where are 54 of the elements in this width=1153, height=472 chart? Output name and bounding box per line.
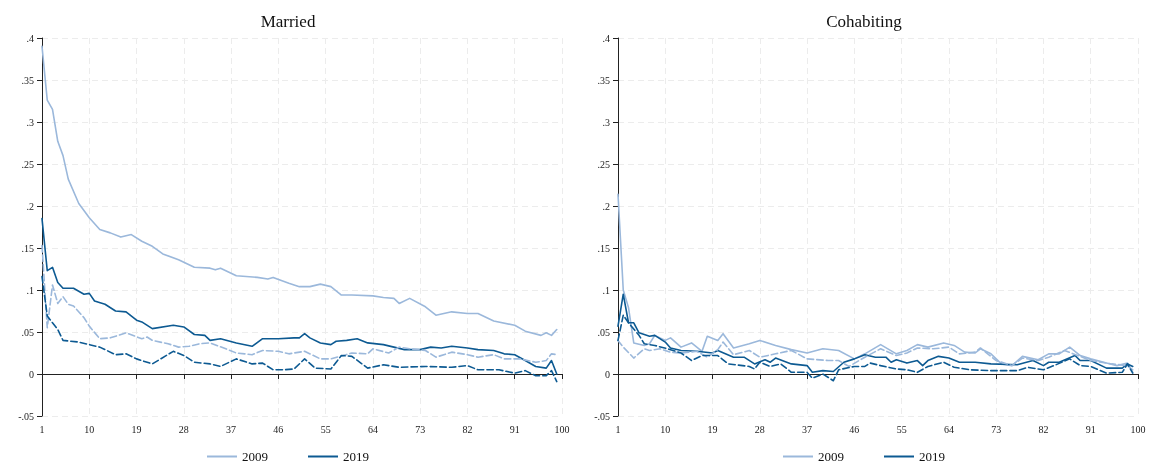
y-tick-label: .25 bbox=[597, 158, 610, 170]
x-tick-label: 91 bbox=[1085, 423, 1096, 435]
x-tick-label: 1 bbox=[39, 423, 45, 435]
y-tick-label: .3 bbox=[602, 116, 610, 128]
chart-title: Married bbox=[260, 12, 316, 31]
y-tick-label: -.05 bbox=[594, 410, 610, 422]
x-tick-label: 19 bbox=[131, 423, 142, 435]
x-tick-label: 100 bbox=[1130, 423, 1146, 435]
x-tick-label: 73 bbox=[415, 423, 426, 435]
legend-label: 2019 bbox=[343, 449, 369, 464]
line-series bbox=[41, 45, 558, 337]
y-tick-label: .3 bbox=[26, 116, 34, 128]
x-tick-label: 37 bbox=[226, 423, 237, 435]
x-tick-label: 55 bbox=[320, 423, 331, 435]
x-tick-label: 100 bbox=[554, 423, 570, 435]
y-tick-label: .05 bbox=[597, 326, 610, 338]
x-tick-label: 10 bbox=[84, 423, 95, 435]
y-tick-label: .35 bbox=[597, 74, 610, 86]
line-series bbox=[41, 275, 558, 383]
x-tick-label: 73 bbox=[991, 423, 1002, 435]
y-tick-label: .35 bbox=[21, 74, 34, 86]
y-tick-label: .2 bbox=[602, 200, 610, 212]
x-tick-label: 55 bbox=[896, 423, 907, 435]
y-tick-label: 0 bbox=[29, 368, 34, 380]
line-series bbox=[41, 217, 558, 375]
y-tick-label: .1 bbox=[26, 284, 34, 296]
y-tick-label: .15 bbox=[21, 242, 34, 254]
x-tick-label: 64 bbox=[367, 423, 378, 435]
x-tick-label: 37 bbox=[802, 423, 813, 435]
x-tick-label: 46 bbox=[273, 423, 284, 435]
y-tick-label: .15 bbox=[597, 242, 610, 254]
x-tick-label: 28 bbox=[178, 423, 189, 435]
legend-label: 2009 bbox=[242, 449, 268, 464]
y-tick-label: .2 bbox=[26, 200, 34, 212]
x-tick-label: 1 bbox=[615, 423, 621, 435]
x-tick-label: 46 bbox=[849, 423, 860, 435]
x-tick-label: 10 bbox=[660, 423, 671, 435]
legend-label: 2019 bbox=[919, 449, 945, 464]
y-tick-label: .05 bbox=[21, 326, 34, 338]
y-tick-label: .25 bbox=[21, 158, 34, 170]
y-tick-label: -.05 bbox=[18, 410, 34, 422]
legend-label: 2009 bbox=[818, 449, 844, 464]
y-tick-label: 0 bbox=[605, 368, 610, 380]
y-tick-label: .1 bbox=[602, 284, 610, 296]
x-tick-label: 28 bbox=[754, 423, 765, 435]
x-tick-label: 64 bbox=[943, 423, 954, 435]
x-tick-label: 82 bbox=[462, 423, 473, 435]
line-series bbox=[41, 244, 558, 364]
x-tick-label: 19 bbox=[707, 423, 718, 435]
x-tick-label: 91 bbox=[509, 423, 520, 435]
y-tick-label: .4 bbox=[26, 32, 34, 44]
x-tick-label: 82 bbox=[1038, 423, 1049, 435]
y-tick-label: .4 bbox=[602, 32, 610, 44]
chart-title: Cohabiting bbox=[826, 12, 903, 31]
